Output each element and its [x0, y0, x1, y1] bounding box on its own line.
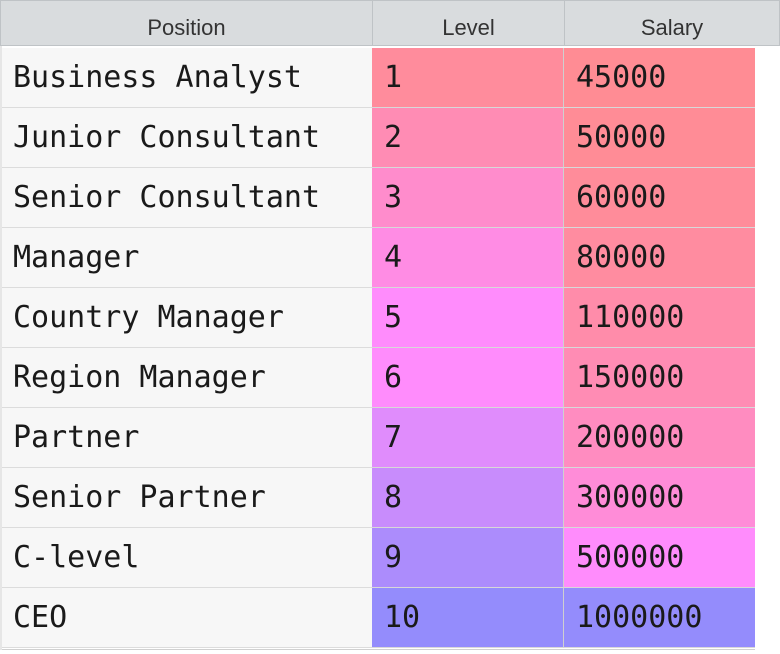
table-right-margin [755, 48, 780, 654]
cell-position: C-level [2, 528, 372, 588]
table-row[interactable]: Country Manager 5 110000 [0, 288, 780, 348]
cell-salary: 110000 [564, 288, 755, 348]
cell-salary: 45000 [564, 48, 755, 108]
cell-level: 4 [372, 228, 564, 288]
cell-position: CEO [2, 588, 372, 648]
table-left-border [0, 46, 2, 650]
cell-level: 6 [372, 348, 564, 408]
cell-position: Region Manager [2, 348, 372, 408]
table-row[interactable]: Business Analyst 1 45000 [0, 48, 780, 108]
cell-level: 7 [372, 408, 564, 468]
table-row[interactable]: Junior Consultant 2 50000 [0, 108, 780, 168]
cell-level: 1 [372, 48, 564, 108]
cell-level: 3 [372, 168, 564, 228]
cell-salary: 150000 [564, 348, 755, 408]
cell-salary: 1000000 [564, 588, 755, 648]
cell-level: 10 [372, 588, 564, 648]
column-header-level[interactable]: Level [372, 0, 565, 46]
column-header-position[interactable]: Position [0, 0, 373, 46]
table-header: Position Level Salary [0, 0, 780, 46]
cell-level: 9 [372, 528, 564, 588]
cell-salary: 500000 [564, 528, 755, 588]
cell-position: Business Analyst [2, 48, 372, 108]
table-row[interactable]: Senior Partner 8 300000 [0, 468, 780, 528]
table-row[interactable]: Senior Consultant 3 60000 [0, 168, 780, 228]
cell-position: Senior Partner [2, 468, 372, 528]
cell-salary: 200000 [564, 408, 755, 468]
cell-salary: 50000 [564, 108, 755, 168]
cell-position: Junior Consultant [2, 108, 372, 168]
cell-position: Senior Consultant [2, 168, 372, 228]
cell-position: Country Manager [2, 288, 372, 348]
cell-position: Manager [2, 228, 372, 288]
table-bottom-border [2, 649, 755, 650]
table-row[interactable]: Partner 7 200000 [0, 408, 780, 468]
cell-level: 8 [372, 468, 564, 528]
cell-salary: 80000 [564, 228, 755, 288]
cell-salary: 300000 [564, 468, 755, 528]
cell-salary: 60000 [564, 168, 755, 228]
table-row[interactable]: Region Manager 6 150000 [0, 348, 780, 408]
table-row[interactable]: Manager 4 80000 [0, 228, 780, 288]
cell-position: Partner [2, 408, 372, 468]
cell-level: 2 [372, 108, 564, 168]
table-row[interactable]: C-level 9 500000 [0, 528, 780, 588]
column-header-salary[interactable]: Salary [564, 0, 780, 46]
table-row[interactable]: CEO 10 1000000 [0, 588, 780, 648]
cell-level: 5 [372, 288, 564, 348]
